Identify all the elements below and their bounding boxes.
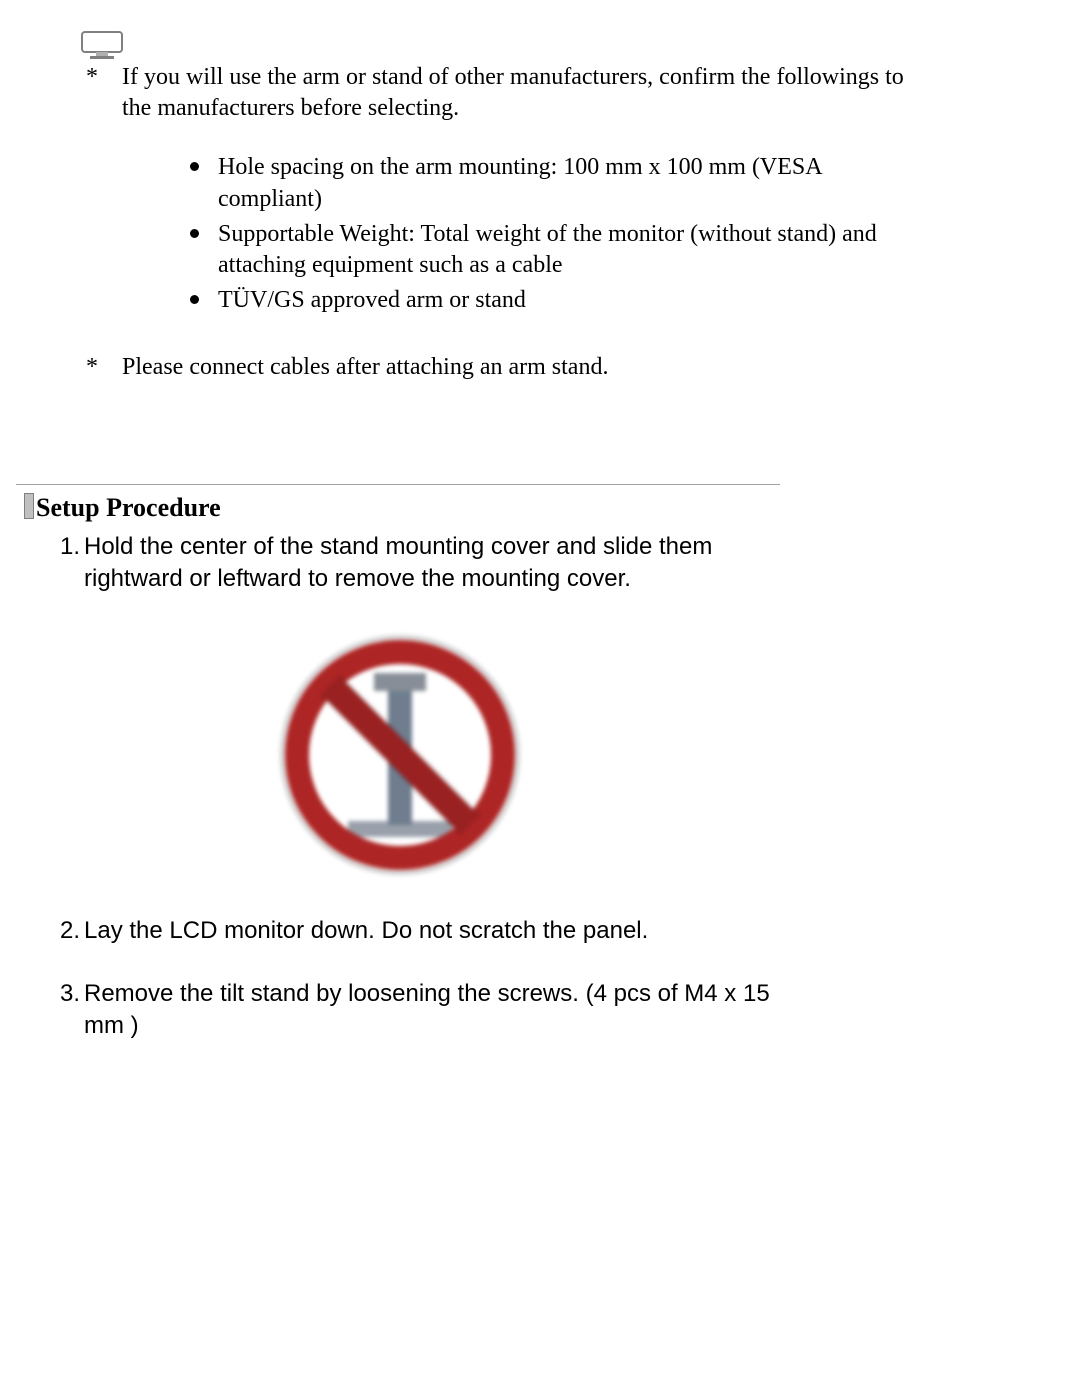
step-text: Lay the LCD monitor down. Do not scratch… [84,915,780,947]
note-item: * If you will use the arm or stand of ot… [80,62,920,124]
step-item: 1. Hold the center of the stand mounting… [60,531,780,596]
confirm-item: TÜV/GS approved arm or stand [190,285,920,316]
confirm-list: Hole spacing on the arm mounting: 100 mm… [80,152,920,316]
step-text: Hold the center of the stand mounting co… [84,531,780,596]
step-text: Remove the tilt stand by loosening the s… [84,978,780,1043]
prohibit-figure [20,625,1040,885]
confirm-item: Supportable Weight: Total weight of the … [190,219,920,281]
step-item: 2. Lay the LCD monitor down. Do not scra… [60,915,780,947]
document-page: * If you will use the arm or stand of ot… [0,0,1080,1397]
heading-bar-icon [24,493,34,519]
step-item: 3. Remove the tilt stand by loosening th… [60,978,780,1043]
note-text: If you will use the arm or stand of othe… [116,62,920,124]
heading-text: Setup Procedure [36,493,221,522]
notes-block: * If you will use the arm or stand of ot… [80,62,920,384]
asterisk-marker: * [80,352,116,383]
section-divider [16,484,780,485]
step-number: 1. [60,531,84,596]
section-heading: Setup Procedure [24,493,1040,523]
note-text: Please connect cables after attaching an… [116,352,920,383]
prohibit-stand-icon [270,625,530,885]
step-number: 3. [60,978,84,1043]
asterisk-marker: * [80,62,116,124]
note-item: * Please connect cables after attaching … [80,352,920,383]
confirm-item: Hole spacing on the arm mounting: 100 mm… [190,152,920,214]
step-number: 2. [60,915,84,947]
monitor-icon [80,28,128,62]
